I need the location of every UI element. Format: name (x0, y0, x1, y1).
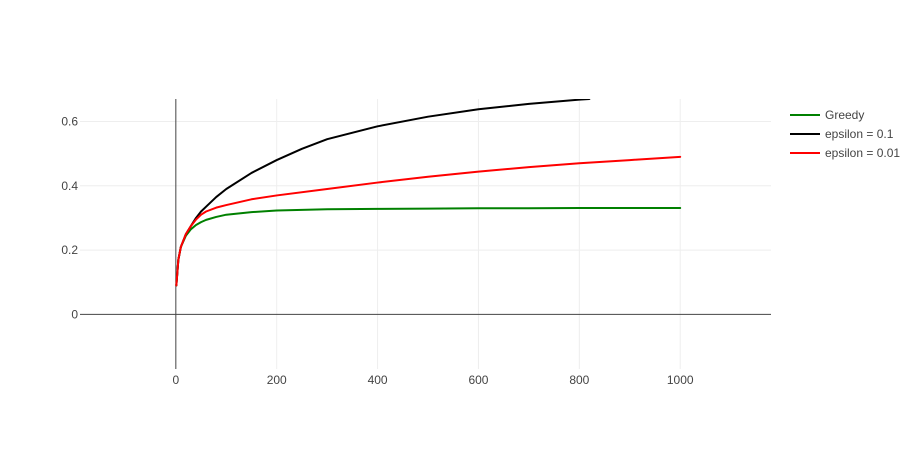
y-tick-label: 0 (71, 307, 78, 321)
legend: Greedy epsilon = 0.1 epsilon = 0.01 (790, 108, 900, 160)
x-tick-label: 600 (468, 373, 488, 387)
legend-item[interactable]: epsilon = 0.01 (790, 146, 900, 160)
x-tick-label: 1000 (667, 373, 694, 387)
x-tick-label: 800 (569, 373, 589, 387)
series-line-2 (175, 99, 591, 287)
axes (80, 99, 771, 369)
legend-item[interactable]: Greedy (790, 108, 864, 122)
legend-label: epsilon = 0.01 (825, 146, 900, 160)
y-tick-label: 0.2 (61, 243, 78, 257)
series-line-3 (175, 155, 682, 287)
tick-labels: 0 200 400 600 800 1000 0 0.2 0.4 0.6 (61, 115, 694, 388)
legend-label: epsilon = 0.1 (825, 127, 894, 141)
x-tick-label: 400 (368, 373, 388, 387)
x-tick-label: 0 (172, 373, 179, 387)
x-tick-label: 200 (267, 373, 287, 387)
legend-label: Greedy (825, 108, 864, 122)
y-tick-label: 0.4 (61, 179, 78, 193)
series-line-1 (175, 206, 682, 287)
y-tick-label: 0.6 (61, 115, 78, 129)
legend-item[interactable]: epsilon = 0.1 (790, 127, 894, 141)
grid (80, 99, 771, 369)
series-lines (175, 99, 682, 287)
